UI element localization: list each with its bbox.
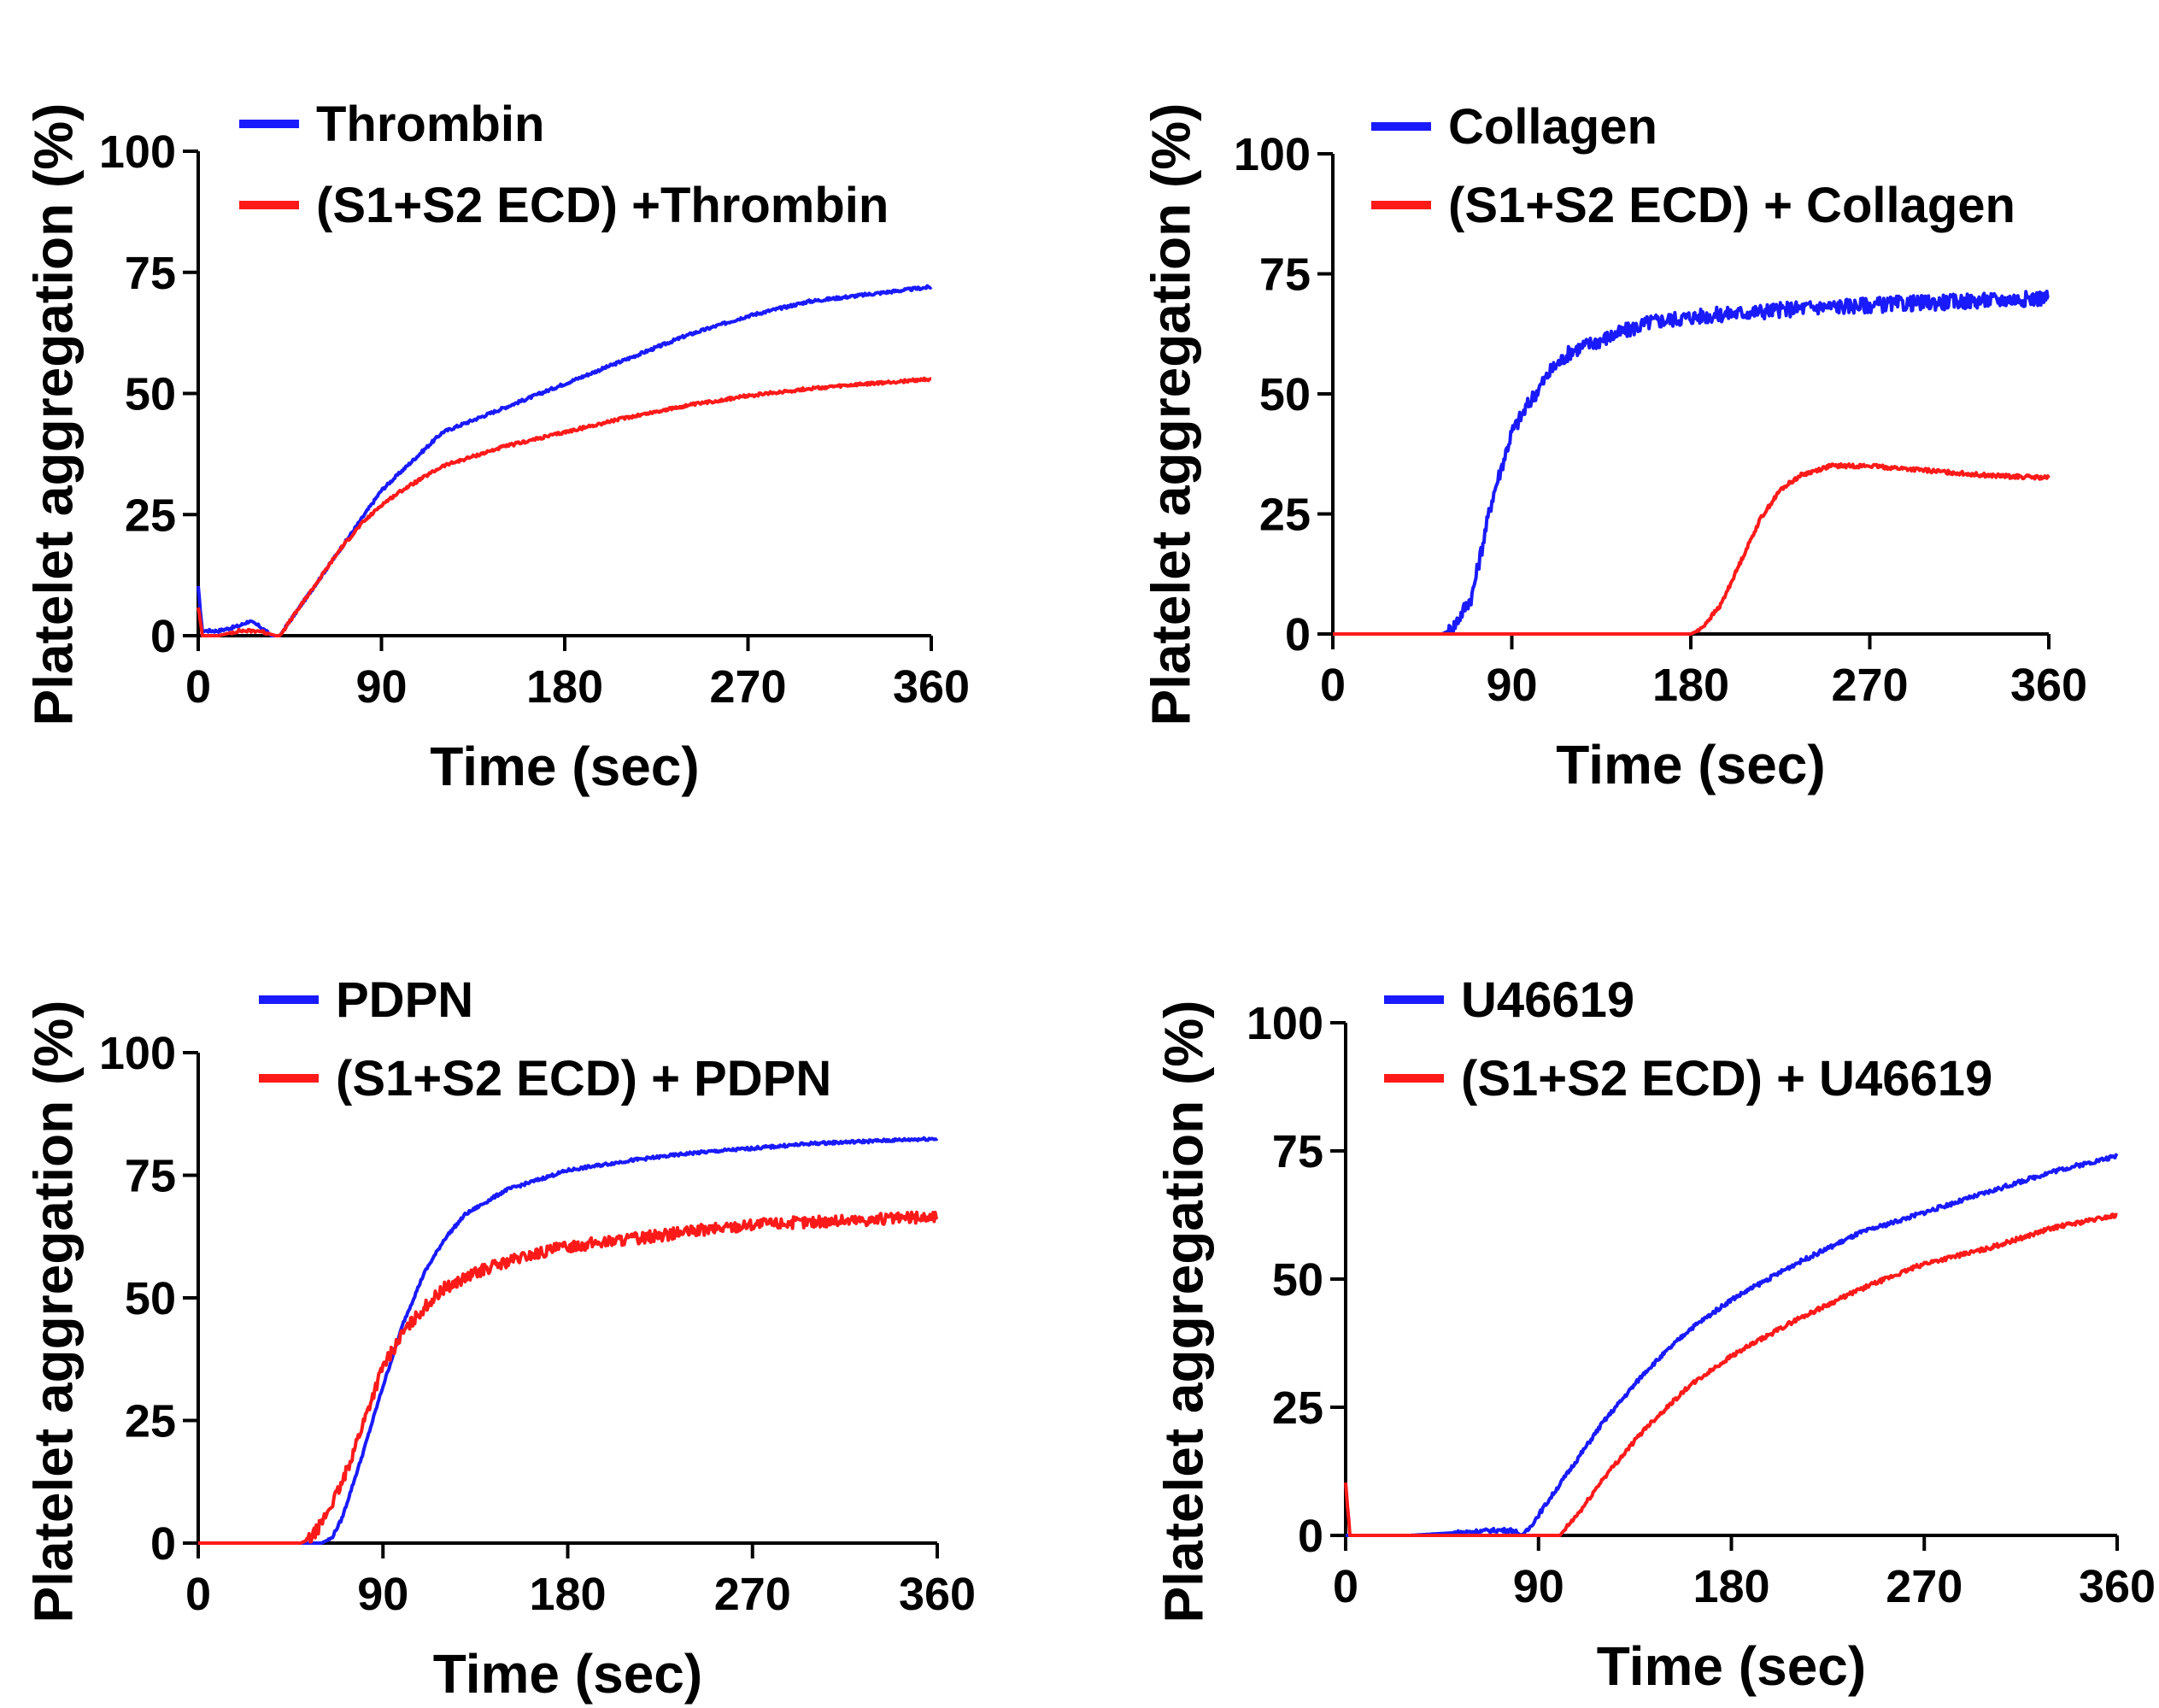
y-tick-label: 25 [125,490,176,541]
x-axis-label: Time (sec) [430,736,699,797]
x-tick-label: 0 [185,661,211,713]
y-axis-label: Platelet aggregation (%) [22,103,84,726]
x-tick-label: 180 [1693,1561,1769,1612]
x-tick-label: 180 [526,661,603,713]
series-line-blue [1345,1153,2119,1537]
y-tick-label: 75 [125,248,176,299]
y-tick-label: 50 [125,1273,176,1324]
y-tick-label: 25 [1272,1382,1323,1434]
x-tick-label: 90 [355,661,407,713]
y-tick-label: 50 [125,369,176,420]
x-tick-label: 270 [1831,660,1908,711]
y-axis-label: Platelet aggregation (%) [22,1001,84,1623]
legend-label: (S1+S2 ECD) +Thrombin [316,178,889,233]
y-tick-label: 100 [99,126,176,178]
x-tick-label: 180 [1652,660,1729,711]
y-tick-label: 100 [1234,129,1311,180]
chart-panel-top-right: 0 25 50 75 100 0 90 180 270 360 Time (sec) Platelet… [1140,99,2087,795]
y-tick-label: 25 [1259,490,1311,541]
legend-label: Collagen [1448,99,1657,155]
chart-panel-bottom-right: 0 25 50 75 100 0 90 180 270 360 Time (sec) Platelet… [1153,972,2156,1697]
x-tick-label: 90 [1486,660,1537,711]
chart-panel-top-left: 0 25 50 75 100 0 90 180 270 360 Time (sec) Platelet… [22,97,970,797]
series-line-blue [197,1136,939,1545]
y-tick-label: 25 [125,1396,176,1447]
x-axis-label: Time (sec) [1556,734,1825,795]
y-axis-label: Platelet aggregation (%) [1153,1001,1214,1623]
y-tick-label: 0 [1285,609,1311,660]
chart-panel-bottom-left: 0 25 50 75 100 0 90 180 270 360 Time (sec) Platelet… [22,972,976,1705]
y-tick-label: 0 [150,611,176,662]
y-axis-label: Platelet aggregation (%) [1140,103,1201,726]
x-tick-label: 270 [709,661,786,713]
x-tick-label: 360 [2079,1561,2156,1612]
y-tick-label: 0 [150,1518,176,1570]
x-axis-label: Time (sec) [433,1643,702,1705]
x-tick-label: 90 [357,1569,408,1620]
y-tick-label: 0 [1298,1511,1323,1562]
series-line-red [197,376,932,637]
x-tick-label: 270 [714,1569,791,1620]
x-axis-label: Time (sec) [1597,1635,1866,1697]
series-line-red [197,1210,939,1545]
legend-label: U46619 [1461,972,1634,1028]
x-tick-label: 360 [2010,660,2087,711]
series-line-blue [197,284,933,637]
legend-label: PDPN [336,972,473,1028]
y-tick-label: 75 [1259,249,1311,301]
y-tick-label: 100 [99,1028,176,1079]
series-line-red [1344,1212,2118,1537]
y-tick-label: 75 [125,1151,176,1202]
legend-label: (S1+S2 ECD) + Collagen [1448,178,2015,233]
legend-label: (S1+S2 ECD) + PDPN [336,1051,831,1106]
x-tick-label: 0 [1333,1561,1358,1612]
x-tick-label: 360 [899,1569,976,1620]
legend-label: Thrombin [316,97,544,152]
x-tick-label: 0 [1320,660,1346,711]
y-tick-label: 50 [1272,1254,1323,1306]
y-tick-label: 100 [1247,998,1323,1049]
x-tick-label: 180 [529,1569,606,1620]
series-line-red [1332,462,2050,636]
x-tick-label: 90 [1513,1561,1564,1612]
y-tick-label: 50 [1259,369,1311,420]
series-line-blue [1332,290,2050,636]
x-tick-label: 270 [1886,1561,1962,1612]
x-tick-label: 360 [893,661,970,713]
legend-label: (S1+S2 ECD) + U46619 [1461,1051,1992,1106]
y-tick-label: 75 [1272,1126,1323,1177]
x-tick-label: 0 [185,1569,211,1620]
